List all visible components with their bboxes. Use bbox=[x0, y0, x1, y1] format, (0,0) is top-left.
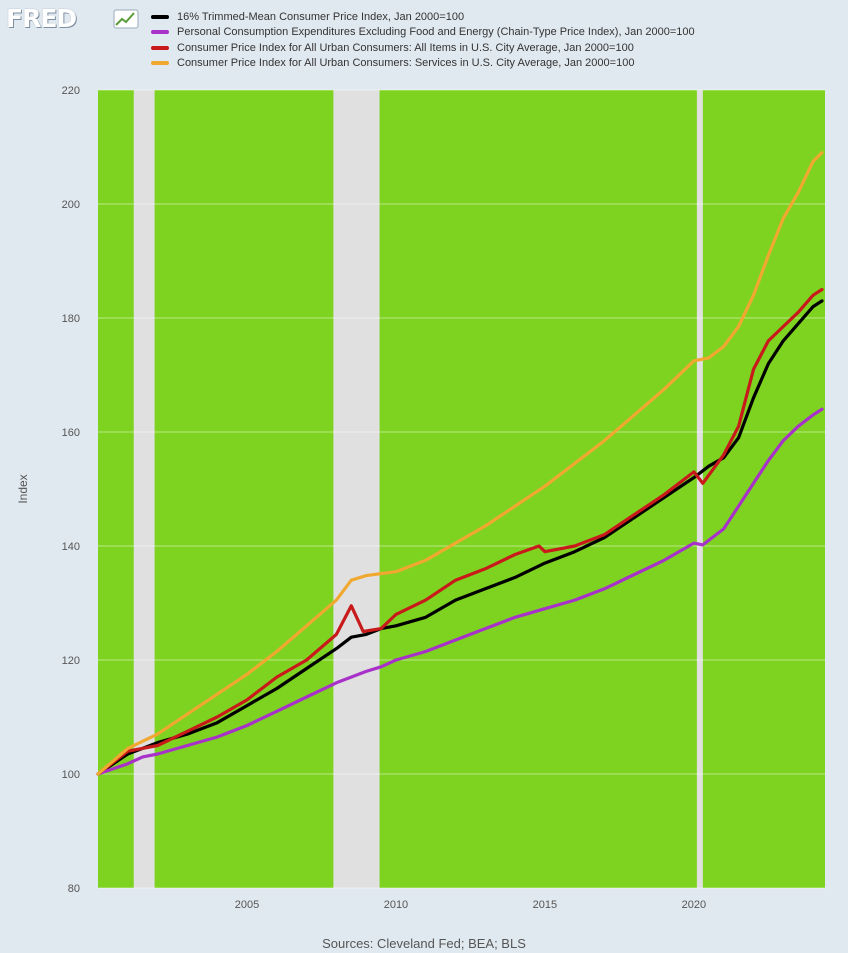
chart-header: FRED 16% Trimmed-Mean Consumer Price Ind… bbox=[0, 0, 848, 80]
y-tick-label: 200 bbox=[62, 199, 80, 211]
y-tick-label: 180 bbox=[62, 313, 80, 325]
legend-item-trimmed-mean[interactable]: 16% Trimmed-Mean Consumer Price Index, J… bbox=[151, 9, 695, 25]
line-chart[interactable]: 80 100 120 140 160 180 200 220 2005 2010 2015 2020… bbox=[0, 0, 848, 925]
x-tick-label: 2020 bbox=[682, 899, 706, 911]
y-axis-ticks: 80 100 120 140 160 180 200 220 bbox=[62, 85, 80, 895]
series-line-0[interactable] bbox=[96, 299, 824, 776]
legend-label: Consumer Price Index for All Urban Consu… bbox=[177, 57, 635, 70]
fred-chart-logo-icon bbox=[113, 9, 139, 29]
recession-band bbox=[333, 90, 380, 888]
plot-background bbox=[98, 90, 825, 888]
y-tick-label: 100 bbox=[62, 769, 80, 781]
legend-item-cpi-all-items[interactable]: Consumer Price Index for All Urban Consu… bbox=[151, 40, 695, 56]
legend-item-pce-core[interactable]: Personal Consumption Expenditures Exclud… bbox=[151, 25, 695, 41]
series-line-1[interactable] bbox=[96, 407, 824, 776]
x-tick-label: 2015 bbox=[533, 899, 557, 911]
y-tick-label: 120 bbox=[62, 655, 80, 667]
recession-band bbox=[133, 90, 155, 888]
legend-swatch bbox=[151, 61, 169, 66]
legend-label: Consumer Price Index for All Urban Consu… bbox=[177, 41, 634, 54]
source-note: Sources: Cleveland Fed; BEA; BLS bbox=[322, 936, 526, 951]
series-line-2[interactable] bbox=[96, 287, 824, 776]
y-tick-label: 220 bbox=[62, 85, 80, 97]
legend-label: Personal Consumption Expenditures Exclud… bbox=[177, 26, 695, 39]
x-tick-label: 2005 bbox=[235, 899, 259, 911]
legend-swatch bbox=[151, 14, 169, 19]
recession-shading bbox=[133, 90, 703, 888]
y-axis-title: Index bbox=[16, 474, 30, 503]
series-lines bbox=[96, 151, 824, 776]
recession-band bbox=[696, 90, 703, 888]
plot-area bbox=[98, 90, 825, 888]
chart-legend: 16% Trimmed-Mean Consumer Price Index, J… bbox=[151, 9, 695, 71]
y-tick-label: 140 bbox=[62, 541, 80, 553]
series-line-3[interactable] bbox=[96, 151, 824, 776]
legend-swatch bbox=[151, 30, 169, 35]
y-tick-label: 160 bbox=[62, 427, 80, 439]
legend-swatch bbox=[151, 45, 169, 50]
legend-item-cpi-services[interactable]: Consumer Price Index for All Urban Consu… bbox=[151, 56, 695, 72]
x-axis-ticks: 2005 2010 2015 2020 bbox=[235, 899, 706, 911]
legend-label: 16% Trimmed-Mean Consumer Price Index, J… bbox=[177, 10, 465, 23]
y-tick-label: 80 bbox=[68, 883, 80, 895]
fred-logo[interactable]: FRED bbox=[6, 4, 77, 33]
x-tick-label: 2010 bbox=[384, 899, 408, 911]
gridlines bbox=[98, 89, 825, 889]
